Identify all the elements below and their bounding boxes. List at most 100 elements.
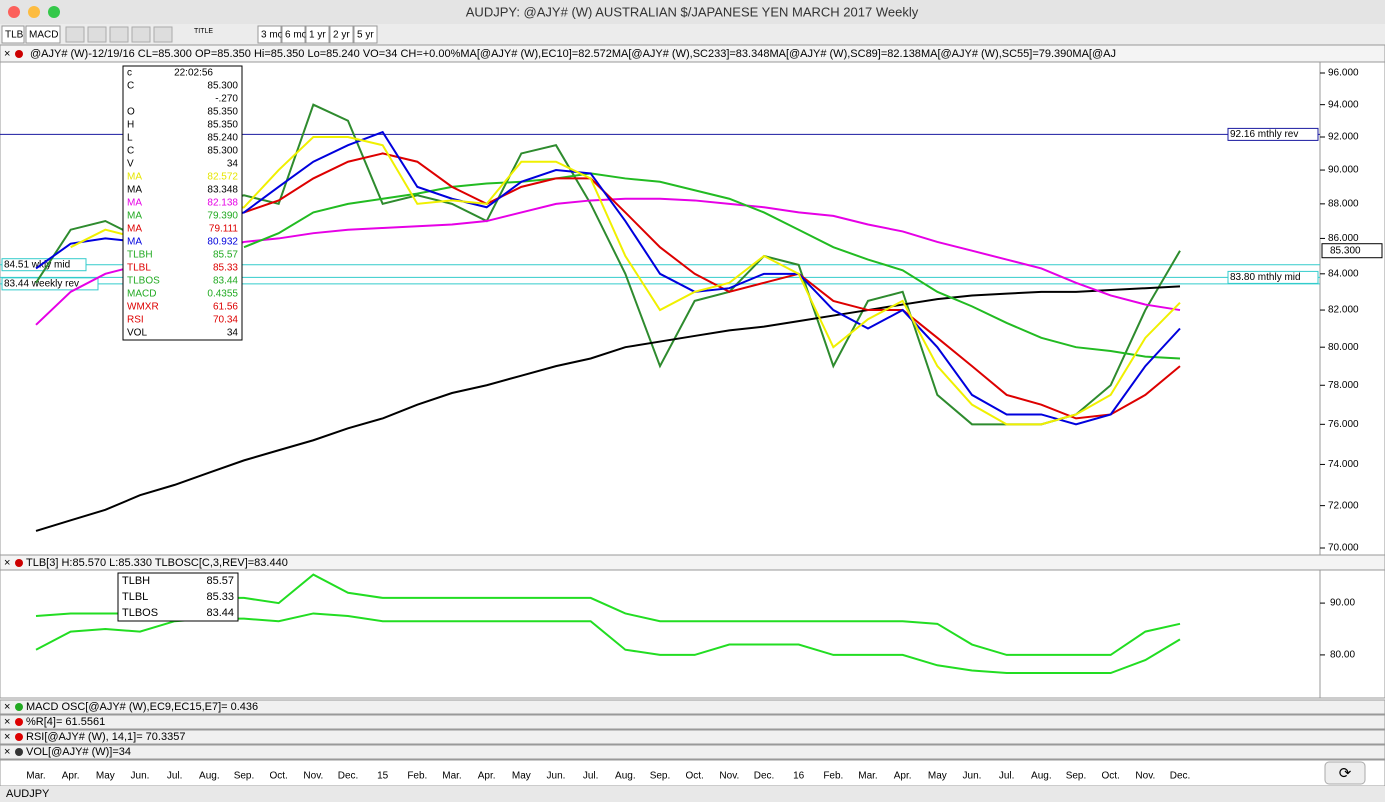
x-tick-label: Aug. (199, 771, 220, 782)
period-label[interactable]: 1 yr (309, 30, 326, 41)
period-button[interactable] (257, 25, 282, 44)
data-window-label: VOL (127, 328, 147, 339)
data-window-value: 83.44 (213, 276, 238, 287)
data-window-value: 85.300 (207, 81, 238, 92)
x-tick-label: Sep. (650, 771, 671, 782)
y-tick-label: 84.000 (1328, 268, 1359, 279)
y-tick-label: 88.000 (1328, 198, 1359, 209)
reference-label-box (1, 277, 99, 291)
close-x[interactable]: × (4, 716, 10, 728)
data-window-value: 85.300 (207, 146, 238, 157)
x-tick-label: 16 (793, 771, 805, 782)
toolbar-button[interactable] (25, 25, 61, 44)
tlb-legend-label: TLBH (122, 575, 150, 587)
x-tick-label: Oct. (1101, 771, 1119, 782)
series-dot (15, 559, 23, 567)
close-x[interactable]: × (4, 731, 10, 743)
x-tick-label: Oct. (685, 771, 703, 782)
data-window-label: MA (127, 198, 142, 209)
x-tick-label: Apr. (894, 771, 912, 782)
period-button[interactable] (353, 25, 378, 44)
reference-label: 83.80 mthly mid (1230, 272, 1301, 283)
data-window-header: c (127, 68, 132, 79)
data-window-value: 61.56 (213, 302, 238, 313)
series-line (243, 172, 1181, 360)
toolbar-button-label[interactable]: TLB (5, 30, 24, 41)
y-tick-label: 90.00 (1330, 598, 1355, 609)
status-item: MA[@AJY# (W),SC55]=79.390 (921, 48, 1072, 60)
data-window-value: 82.138 (207, 198, 238, 209)
y-tick-label: 86.000 (1328, 233, 1359, 244)
x-tick-label: May (928, 771, 947, 782)
title-bar (0, 0, 1385, 24)
tlb-chart: 80.00 90.00 TLBH 85.57 TLBL 85.33 TLBOS 83.44 (35, 572, 1355, 675)
period-button[interactable] (281, 25, 306, 44)
data-window-value: -.270 (215, 94, 238, 105)
close-x[interactable]: × (4, 746, 10, 758)
x-tick-label: 15 (377, 771, 389, 782)
data-window-value: 83.348 (207, 185, 238, 196)
close-x[interactable]: × (4, 701, 10, 713)
y-tick-label: 92.000 (1328, 132, 1359, 143)
toolbar-icon[interactable] (131, 26, 151, 43)
data-window-value: 85.350 (207, 120, 238, 131)
toolbar-button-label[interactable]: MACD (29, 30, 58, 41)
window-title: AUDJPY: @AJY# (W) AUSTRALIAN $/JAPANESE … (466, 4, 919, 19)
y-tick-label: 74.000 (1328, 459, 1359, 470)
x-tick-label: Nov. (719, 771, 739, 782)
y-tick-label: 90.000 (1328, 165, 1359, 176)
data-window-value: 79.390 (207, 211, 238, 222)
data-window-label: C (127, 146, 134, 157)
toolbar-icon[interactable] (153, 26, 173, 43)
indicator-text: %R[4]= 61.5561 (26, 716, 105, 728)
close-button[interactable] (8, 6, 20, 18)
series-dot (15, 703, 23, 711)
toolbar-icon[interactable] (87, 26, 107, 43)
indicator-row (0, 744, 1385, 760)
refresh-icon[interactable]: ⟳ (1339, 765, 1352, 782)
data-window-value: 34 (227, 328, 239, 339)
tlb-legend-label: TLBOS (122, 607, 158, 619)
x-tick-label: Nov. (303, 771, 323, 782)
indicator-text: VOL[@AJY# (W)]=34 (26, 746, 131, 758)
close-x[interactable]: × (4, 557, 10, 569)
indicator-row (0, 729, 1385, 745)
data-window-label: H (127, 120, 134, 131)
y-tick-label: 82.000 (1328, 305, 1359, 316)
data-window-label: L (127, 133, 133, 144)
tlb-axis (1319, 569, 1385, 699)
x-tick-label: May (96, 771, 115, 782)
period-label[interactable]: 5 yr (357, 30, 374, 41)
x-tick-label: Jun. (131, 771, 150, 782)
reference-label-box (1227, 127, 1319, 141)
minimize-button[interactable] (28, 6, 40, 18)
zoom-button[interactable] (48, 6, 60, 18)
data-window-label: O (127, 107, 135, 118)
data-window-value: 34 (227, 159, 239, 170)
x-tick-label: Jul. (999, 771, 1015, 782)
series-line (243, 152, 1181, 420)
data-window-label: TLBL (127, 263, 151, 274)
title-icon[interactable]: TITLE (194, 28, 213, 35)
refresh-button[interactable] (1324, 761, 1366, 785)
period-button[interactable] (329, 25, 354, 44)
indicator-row (0, 699, 1385, 715)
toolbar-icon[interactable] (65, 26, 85, 43)
tlb-legend-label: TLBL (122, 591, 148, 603)
data-window-label: TLBH (127, 250, 153, 261)
period-button[interactable] (305, 25, 330, 44)
data-window-label: MA (127, 172, 142, 183)
x-tick-label: Apr. (478, 771, 496, 782)
data-window-label: MACD (127, 289, 156, 300)
tlb-legend (117, 572, 239, 622)
data-window-value: 79.111 (209, 224, 239, 235)
period-label[interactable]: 3 mo (261, 30, 284, 41)
data-window-label: MA (127, 224, 142, 235)
toolbar-button[interactable] (1, 25, 25, 44)
period-label[interactable]: 2 yr (333, 30, 350, 41)
period-label[interactable]: 6 mo (285, 30, 308, 41)
toolbar-icon[interactable] (109, 26, 129, 43)
close-x[interactable]: × (4, 48, 10, 60)
x-axis-labels: Mar. Apr. May Jun. Jul. Aug. Sep. Oct. Nov. Dec. 1… (26, 771, 1190, 782)
